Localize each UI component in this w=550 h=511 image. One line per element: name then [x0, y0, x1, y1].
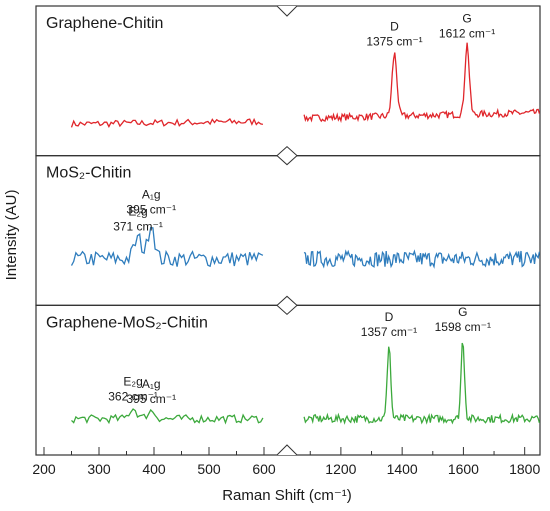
peak-value: 1612 cm⁻¹	[439, 27, 495, 41]
peak-label: D	[390, 20, 399, 34]
panel-title: Graphene-Chitin	[46, 15, 163, 32]
x-tick-label: 1600	[448, 461, 479, 477]
peak-label: G	[462, 12, 471, 26]
series-line-right	[303, 249, 541, 269]
peak-value: 362 cm⁻¹	[108, 390, 158, 404]
peak-label: E₂g	[123, 375, 142, 389]
axis-layer: 200 300 400 500 600 1200 1400 1600 1800	[32, 5, 540, 477]
peak-value: 1375 cm⁻¹	[366, 35, 422, 49]
series-line-left	[70, 226, 264, 268]
peak-label: E₂g	[128, 204, 147, 218]
y-axis-label: Intensity (AU)	[3, 190, 20, 281]
x-tick-label: 1200	[325, 461, 356, 477]
axis-break-marker-top	[276, 5, 298, 17]
peak-value: 395 cm⁻¹	[126, 202, 176, 216]
peak-label: G	[458, 305, 467, 319]
x-axis-label: Raman Shift (cm⁻¹)	[222, 487, 352, 504]
peak-value: 395 cm⁻¹	[126, 392, 176, 406]
x-tick-label: 600	[252, 461, 276, 477]
x-tick-label: 1800	[509, 461, 540, 477]
x-tick-label: 1400	[387, 461, 418, 477]
peak-value: 1598 cm⁻¹	[435, 320, 491, 334]
panel-title: MoS₂-Chitin	[46, 165, 131, 182]
series-line-right	[303, 42, 541, 124]
peak-label: D	[385, 310, 394, 324]
series-line-right	[303, 342, 541, 425]
series-line-left	[71, 408, 264, 425]
x-tick-label: 400	[142, 461, 166, 477]
peak-label: A₁g	[142, 187, 161, 201]
peak-value: 1357 cm⁻¹	[361, 325, 417, 339]
axis-break-marker	[276, 295, 298, 316]
peak-label: A₁g	[142, 377, 161, 391]
peak-value: 371 cm⁻¹	[113, 219, 163, 233]
panel-title: Graphene-MoS₂-Chitin	[46, 314, 208, 331]
x-tick-label: 200	[32, 461, 56, 477]
series-line-left	[70, 117, 264, 129]
axis-break-marker-bottom	[276, 444, 298, 456]
x-tick-label: 300	[87, 461, 111, 477]
x-tick-label: 500	[197, 461, 221, 477]
axis-break-marker	[276, 145, 298, 166]
